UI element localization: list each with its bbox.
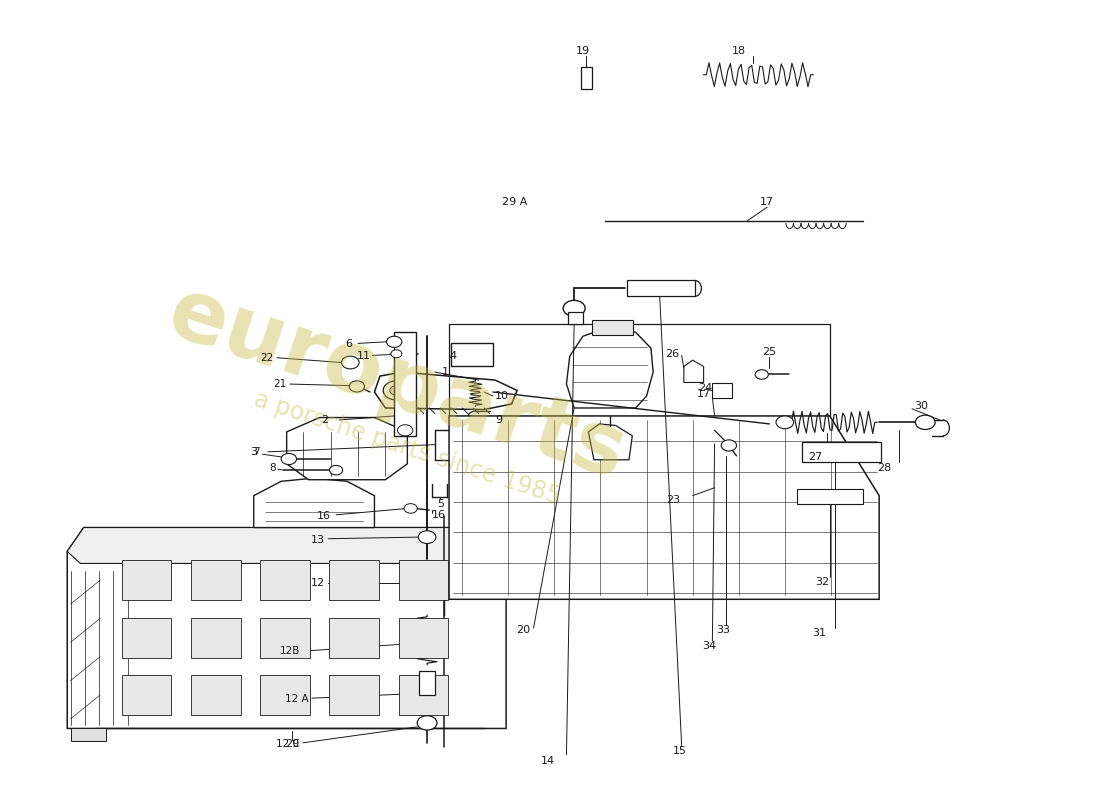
- Text: 5: 5: [437, 498, 443, 509]
- Polygon shape: [67, 527, 506, 563]
- Circle shape: [383, 381, 409, 400]
- Bar: [713, 383, 733, 398]
- Bar: [191, 560, 241, 600]
- Text: 6: 6: [345, 339, 352, 349]
- Bar: [796, 490, 862, 504]
- Polygon shape: [566, 326, 653, 408]
- Bar: [394, 332, 416, 436]
- Text: 29 A: 29 A: [503, 198, 528, 207]
- Circle shape: [776, 416, 793, 429]
- Text: 9: 9: [495, 415, 503, 425]
- Bar: [398, 618, 448, 658]
- Text: 12: 12: [311, 578, 326, 588]
- Circle shape: [915, 415, 935, 430]
- Bar: [330, 560, 378, 600]
- Circle shape: [389, 386, 403, 395]
- Bar: [122, 618, 172, 658]
- Text: 26: 26: [666, 349, 680, 358]
- Circle shape: [390, 350, 402, 358]
- Bar: [261, 618, 310, 658]
- Circle shape: [349, 381, 364, 392]
- Text: europarts: europarts: [157, 271, 636, 497]
- Bar: [330, 618, 378, 658]
- Circle shape: [386, 336, 402, 347]
- Text: 13: 13: [311, 534, 326, 545]
- Bar: [802, 442, 881, 462]
- Text: 1: 1: [442, 367, 449, 377]
- Polygon shape: [449, 416, 879, 599]
- Bar: [419, 671, 435, 695]
- Text: 16: 16: [317, 510, 331, 521]
- Bar: [398, 560, 448, 600]
- Bar: [330, 675, 378, 715]
- Text: 17: 17: [696, 389, 711, 398]
- Text: 3: 3: [251, 447, 257, 457]
- Circle shape: [418, 530, 436, 543]
- Polygon shape: [588, 424, 632, 460]
- Text: 15: 15: [672, 746, 686, 756]
- Text: 12 A: 12 A: [285, 694, 309, 704]
- Circle shape: [341, 356, 359, 369]
- Text: 14: 14: [541, 756, 554, 766]
- Text: 25: 25: [762, 347, 777, 357]
- Text: 33: 33: [716, 625, 730, 634]
- Text: 27: 27: [808, 452, 823, 462]
- Polygon shape: [374, 372, 517, 410]
- Text: 22: 22: [261, 353, 274, 362]
- Text: 31: 31: [812, 628, 826, 638]
- Bar: [261, 675, 310, 715]
- Polygon shape: [70, 729, 106, 742]
- Text: 8: 8: [270, 462, 276, 473]
- Text: 24: 24: [698, 383, 713, 393]
- Text: 10: 10: [495, 391, 509, 401]
- Bar: [451, 343, 493, 366]
- Bar: [191, 618, 241, 658]
- Circle shape: [330, 466, 342, 475]
- Text: 28: 28: [878, 462, 892, 473]
- Text: 11: 11: [356, 351, 371, 361]
- Polygon shape: [67, 527, 506, 729]
- Text: 4: 4: [450, 351, 456, 361]
- Text: 20: 20: [516, 625, 530, 634]
- Text: a porsche parts since 1985: a porsche parts since 1985: [251, 387, 563, 509]
- Circle shape: [563, 300, 585, 316]
- Text: 16: 16: [431, 510, 446, 520]
- Bar: [398, 675, 448, 715]
- Bar: [191, 675, 241, 715]
- Text: 29: 29: [285, 739, 299, 750]
- Circle shape: [417, 716, 437, 730]
- Polygon shape: [684, 360, 704, 382]
- Circle shape: [397, 425, 412, 436]
- Bar: [261, 560, 310, 600]
- Text: 21: 21: [274, 379, 287, 389]
- Bar: [581, 66, 592, 89]
- Bar: [122, 675, 172, 715]
- Text: 34: 34: [702, 641, 716, 650]
- Text: 23: 23: [666, 494, 680, 505]
- Polygon shape: [287, 418, 407, 480]
- Bar: [592, 320, 634, 334]
- Text: 18: 18: [732, 46, 746, 56]
- Text: 19: 19: [576, 46, 590, 56]
- Circle shape: [722, 440, 737, 451]
- Bar: [122, 560, 172, 600]
- Text: 7: 7: [253, 447, 260, 457]
- Text: 12 C: 12 C: [276, 739, 300, 750]
- Text: 2: 2: [321, 415, 329, 425]
- Polygon shape: [254, 478, 374, 527]
- Text: 30: 30: [914, 402, 928, 411]
- Bar: [568, 312, 583, 324]
- Circle shape: [756, 370, 768, 379]
- Circle shape: [404, 504, 417, 514]
- Text: 32: 32: [815, 577, 829, 586]
- Bar: [627, 281, 695, 296]
- Text: 12B: 12B: [279, 646, 300, 656]
- Text: 17: 17: [760, 198, 774, 207]
- Circle shape: [282, 454, 297, 465]
